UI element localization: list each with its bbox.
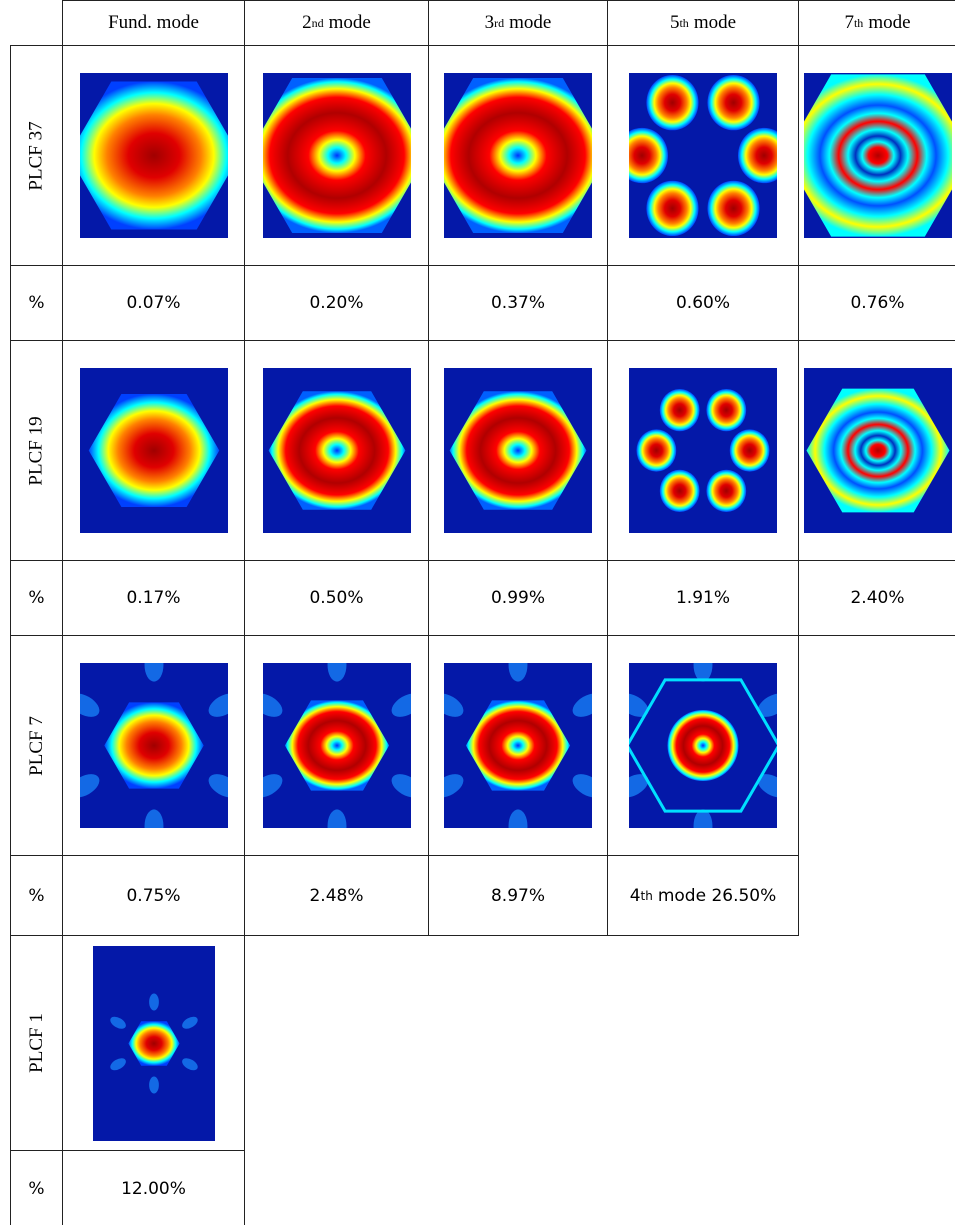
image-cell	[428, 635, 608, 856]
cell-text: 12.00%	[121, 1179, 186, 1199]
image-cell	[607, 340, 799, 561]
superscript: th	[641, 889, 653, 903]
unit-cell: %	[10, 1150, 63, 1225]
cell-text: 0.50%	[309, 588, 363, 608]
cell-text: 1.91%	[676, 588, 730, 608]
unit-label: %	[28, 1179, 44, 1199]
value-cell: 0.20%	[244, 265, 429, 341]
cell-text: mode	[868, 12, 910, 34]
mode-image	[263, 663, 411, 828]
image-cell	[62, 340, 245, 561]
value-cell: 2.40%	[798, 560, 955, 636]
superscript: th	[679, 16, 688, 31]
mode-image	[444, 663, 592, 828]
unit-cell: %	[10, 265, 63, 341]
row-label: PLCF 19	[26, 416, 48, 485]
column-header: Fund. mode	[62, 0, 245, 46]
cell-text: 0.60%	[676, 293, 730, 313]
value-cell: 0.17%	[62, 560, 245, 636]
image-cell	[62, 935, 245, 1151]
cell-text: 0.07%	[126, 293, 180, 313]
value-cell: 0.60%	[607, 265, 799, 341]
image-cell	[607, 45, 799, 266]
image-cell	[798, 45, 955, 266]
mode-image	[629, 73, 777, 238]
superscript: th	[854, 16, 863, 31]
image-cell	[244, 45, 429, 266]
image-cell	[62, 635, 245, 856]
unit-cell: %	[10, 560, 63, 636]
number-text: 7	[844, 12, 854, 34]
mode-image	[444, 73, 592, 238]
unit-label: %	[28, 293, 44, 313]
mode-image	[629, 368, 777, 533]
mode-image	[804, 73, 952, 238]
mode-image	[93, 946, 215, 1141]
cell-text: 8.97%	[491, 886, 545, 906]
unit-cell: %	[10, 855, 63, 936]
number-text: 4	[630, 886, 641, 906]
number-text: 3	[485, 12, 495, 34]
mode-image	[80, 663, 228, 828]
cell-text: Fund. mode	[108, 12, 199, 34]
table-figure: Fund. mode2ndmode3rdmode5thmode7thmodePL…	[0, 0, 955, 1225]
mode-image	[80, 73, 228, 238]
number-text: 2	[302, 12, 312, 34]
cell-text: 2.48%	[309, 886, 363, 906]
image-cell	[798, 340, 955, 561]
value-cell: 0.75%	[62, 855, 245, 936]
value-cell: 12.00%	[62, 1150, 245, 1225]
image-cell	[244, 340, 429, 561]
superscript: rd	[494, 16, 504, 31]
cell-text: mode 26.50%	[658, 886, 776, 906]
number-text: 5	[670, 12, 680, 34]
mode-image	[444, 368, 592, 533]
cell-text: mode	[329, 12, 371, 34]
cell-text: 2.40%	[850, 588, 904, 608]
value-cell: 0.99%	[428, 560, 608, 636]
cell-text: 0.99%	[491, 588, 545, 608]
cell-text: 0.37%	[491, 293, 545, 313]
value-cell: 0.76%	[798, 265, 955, 341]
image-cell	[428, 45, 608, 266]
unit-label: %	[28, 588, 44, 608]
superscript: nd	[312, 16, 324, 31]
image-cell	[607, 635, 799, 856]
cell-text: 0.20%	[309, 293, 363, 313]
image-cell	[428, 340, 608, 561]
cell-text: 0.76%	[850, 293, 904, 313]
value-cell: 0.07%	[62, 265, 245, 341]
value-cell: 0.50%	[244, 560, 429, 636]
cell-text: mode	[509, 12, 551, 34]
image-cell	[62, 45, 245, 266]
row-label-cell: PLCF 37	[10, 45, 63, 266]
mode-image	[804, 368, 952, 533]
row-label: PLCF 1	[26, 1013, 48, 1073]
value-cell: 1.91%	[607, 560, 799, 636]
row-label: PLCF 7	[26, 716, 48, 776]
row-label-cell: PLCF 19	[10, 340, 63, 561]
row-label: PLCF 37	[26, 121, 48, 190]
row-label-cell: PLCF 1	[10, 935, 63, 1151]
mode-image	[263, 368, 411, 533]
value-cell: 2.48%	[244, 855, 429, 936]
mode-image	[263, 73, 411, 238]
cell-text: mode	[694, 12, 736, 34]
value-cell: 0.37%	[428, 265, 608, 341]
cell-text: 0.17%	[126, 588, 180, 608]
mode-image	[80, 368, 228, 533]
row-label-cell: PLCF 7	[10, 635, 63, 856]
cell-text: 0.75%	[126, 886, 180, 906]
image-cell	[244, 635, 429, 856]
unit-label: %	[28, 886, 44, 906]
mode-image	[629, 663, 777, 828]
value-cell: 8.97%	[428, 855, 608, 936]
